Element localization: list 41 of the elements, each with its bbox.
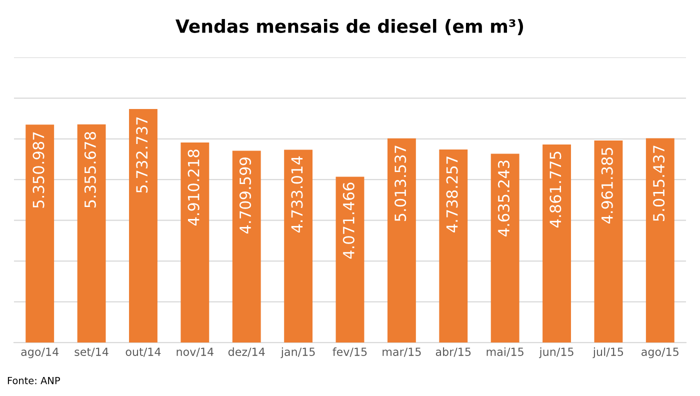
data-label: 4.961.385 — [601, 148, 613, 224]
data-label: 5.732.737 — [136, 117, 148, 193]
data-label: 4.733.014 — [291, 156, 303, 233]
bar — [439, 150, 468, 343]
data-label: 4.738.257 — [446, 156, 458, 232]
data-label: 4.910.218 — [188, 150, 200, 226]
x-tick-label: fev/15 — [332, 347, 367, 357]
bar — [77, 124, 106, 343]
bar — [180, 142, 210, 343]
x-tick-label: set/14 — [74, 348, 108, 357]
x-tick-label: nov/14 — [176, 348, 214, 357]
data-label: 5.013.537 — [394, 146, 406, 222]
chart-title: Vendas mensais de diesel (em m³) — [176, 18, 524, 36]
bar — [232, 150, 261, 343]
bar — [26, 124, 54, 343]
x-tick-label: mar/15 — [382, 348, 421, 357]
x-tick-label: dez/14 — [228, 347, 265, 357]
bar — [387, 138, 416, 343]
x-tick-label: jun/15 — [539, 347, 574, 358]
x-tick-label: jan/15 — [280, 347, 315, 358]
data-label: 5.350.987 — [32, 132, 44, 208]
bar — [284, 150, 313, 343]
bar — [594, 140, 623, 343]
data-label: 4.861.775 — [550, 152, 562, 228]
x-tick-label: mai/15 — [486, 347, 524, 357]
bar — [490, 154, 520, 343]
data-label: 4.635.243 — [498, 160, 510, 236]
data-label: 4.709.599 — [239, 158, 252, 234]
bar — [542, 144, 571, 343]
bar — [129, 109, 158, 343]
x-tick-label: out/14 — [126, 348, 161, 357]
x-tick-label: jul/15 — [592, 347, 624, 358]
x-tick-label: ago/14 — [21, 348, 58, 358]
data-label: 4.071.466 — [342, 182, 354, 259]
data-label: 5.015.437 — [653, 146, 665, 221]
bar — [646, 138, 674, 343]
x-tick-label: abr/15 — [436, 347, 471, 357]
data-label: 5.355.678 — [84, 132, 96, 208]
bar — [336, 176, 364, 343]
x-tick-label: ago/15 — [642, 348, 678, 358]
source-note: Fonte: ANP — [8, 376, 60, 384]
